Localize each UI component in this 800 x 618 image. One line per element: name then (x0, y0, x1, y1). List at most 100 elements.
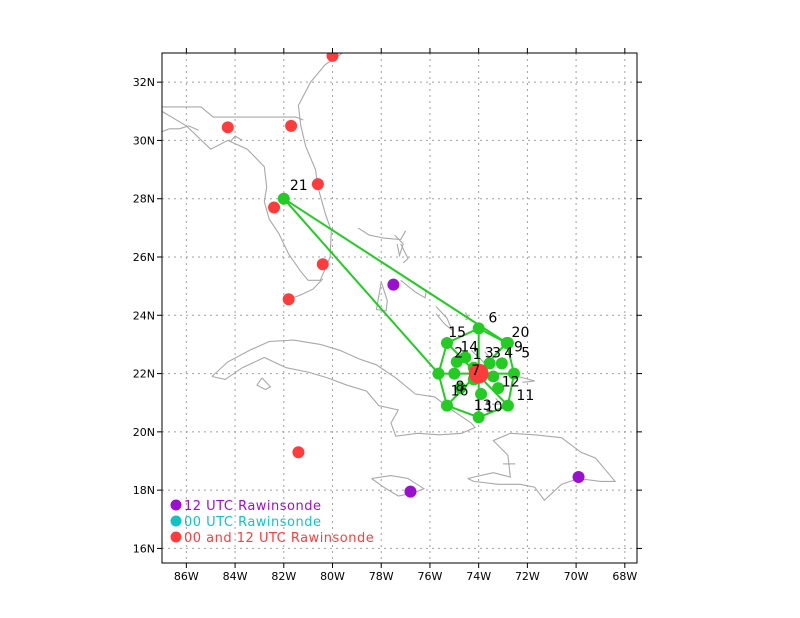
x-tick-label: 84W (223, 570, 248, 583)
rawinsonde-station (221, 121, 234, 134)
coastline (357, 227, 407, 241)
point-label: 3 (485, 346, 494, 362)
dropsonde-point-6 (472, 322, 485, 335)
rawinsonde-station (285, 119, 298, 132)
flight-track-layer (283, 197, 516, 419)
dropsonde-point-10 (472, 411, 485, 424)
x-tick-label: 76W (418, 570, 443, 583)
y-tick-label: 32N (133, 76, 155, 89)
point-label: 12 (502, 375, 520, 391)
dropsonde-point-18 (487, 370, 500, 383)
point-label: 9 (514, 340, 523, 356)
rawinsonde-station (311, 178, 324, 191)
dropsonde-point-16 (448, 367, 461, 380)
point-label: 16 (451, 383, 469, 399)
legend-label: 00 UTC Rawinsonde (184, 515, 322, 530)
coastline (467, 432, 617, 502)
point-label: 5 (521, 346, 530, 362)
dropsonde-point-8 (454, 382, 467, 395)
y-tick-label: 22N (133, 368, 155, 381)
map-frame (161, 52, 638, 564)
storm-center-marker (468, 363, 489, 384)
point-label: 11 (516, 388, 534, 404)
flight-track (283, 197, 508, 344)
coastline (256, 377, 272, 391)
coastline (211, 339, 476, 437)
coastline (435, 306, 453, 331)
coastline (288, 278, 324, 300)
legend-marker (170, 499, 182, 511)
y-tick-label: 16N (133, 542, 155, 555)
x-tick-label: 82W (271, 570, 296, 583)
dropsonde-point-5 (507, 367, 520, 380)
point-label: 13 (474, 398, 492, 414)
x-tick-label: 74W (466, 570, 491, 583)
y-tick-label: 26N (133, 251, 155, 264)
dropsonde-point-13 (441, 399, 453, 412)
flight-track (283, 198, 440, 375)
coastline (400, 243, 409, 264)
dropsonde-point-20 (500, 336, 513, 349)
coastline (400, 275, 427, 299)
sonde-point-layer (221, 53, 585, 498)
point-label: 20 (512, 325, 530, 341)
point-label: 10 (485, 399, 503, 415)
dropsonde-point-12 (492, 382, 505, 395)
point-label: 7 (471, 363, 480, 379)
rawinsonde-station (316, 258, 329, 271)
dropsonde-point-4 (495, 357, 508, 370)
rawinsonde-station (387, 278, 400, 291)
dropsonde-point-15 (441, 336, 453, 349)
rawinsonde-station (404, 485, 417, 498)
dropsonde-point-21 (277, 192, 290, 205)
legend-marker (170, 515, 182, 527)
dropsonde-point-17 (475, 387, 488, 400)
coastline (229, 135, 243, 143)
grid-layer (162, 53, 637, 563)
coastline (394, 234, 404, 258)
coastline (371, 475, 426, 497)
x-tick-label: 80W (320, 570, 345, 583)
rawinsonde-station (268, 201, 281, 214)
coastline (162, 106, 304, 121)
y-tick-label: 18N (133, 484, 155, 497)
x-tick-label: 70W (564, 570, 589, 583)
point-label: 2 (454, 346, 463, 362)
y-tick-label: 24N (133, 309, 155, 322)
x-tick-label: 72W (515, 570, 540, 583)
dropsonde-point-3 (483, 357, 496, 370)
point-label: 8 (456, 379, 465, 395)
y-tick-label: 20N (133, 426, 155, 439)
axis-tick-layer: 86W 84W 82W 80W 78W 76W 74W 72W 70W 68W 16N 18N 20N 2… (133, 48, 642, 583)
dropsonde-point-19 (432, 367, 445, 380)
dropsonde-point-14 (459, 351, 472, 364)
coastline (492, 397, 502, 405)
y-tick-label: 30N (133, 134, 155, 147)
point-label: 1 (473, 347, 482, 363)
x-tick-label: 68W (612, 570, 637, 583)
dropsonde-point-11 (501, 399, 514, 412)
point-label: 6 (488, 311, 497, 327)
x-tick-label: 86W (174, 570, 199, 583)
legend-label: 00 and 12 UTC Rawinsonde (184, 531, 374, 546)
rawinsonde-station (282, 293, 295, 306)
point-label: 15 (448, 325, 466, 341)
x-tick-label: 78W (369, 570, 394, 583)
rawinsonde-station (572, 471, 585, 484)
point-label: 14 (460, 340, 478, 356)
coastline (162, 125, 199, 133)
y-tick-label: 28N (133, 193, 155, 206)
coastline (517, 375, 535, 383)
rawinsonde-station (326, 53, 339, 62)
legend-label: 12 UTC Rawinsonde (184, 499, 322, 514)
coastline (162, 53, 343, 281)
legend-marker (170, 531, 182, 543)
rawinsonde-station (292, 446, 305, 459)
coastline-layer (162, 53, 617, 502)
point-label: 21 (290, 178, 308, 194)
point-label: 4 (504, 346, 513, 362)
point-label: 3 (492, 346, 501, 362)
